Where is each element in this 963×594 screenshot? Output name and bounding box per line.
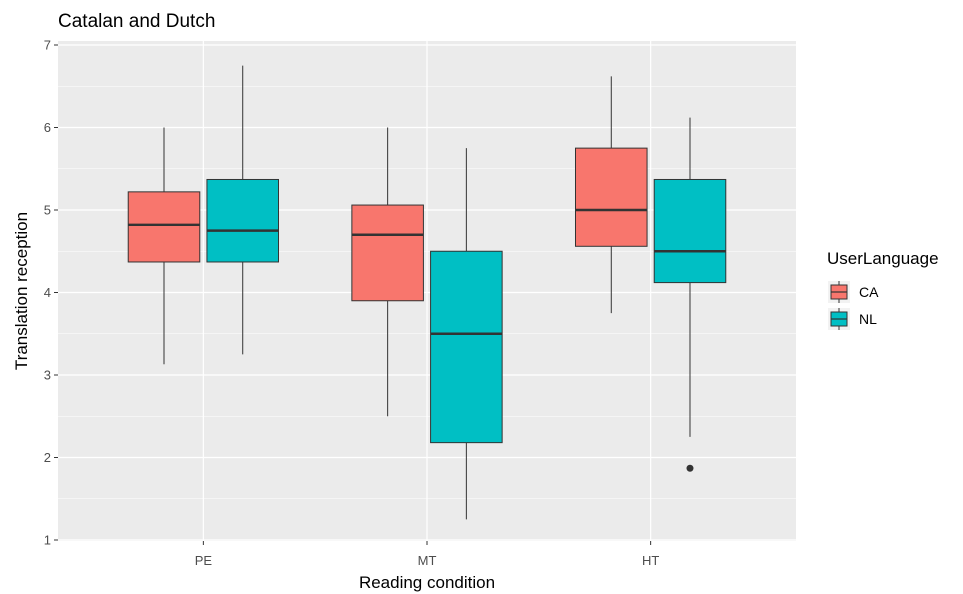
y-tick-label: 5 [44, 203, 51, 218]
legend-label-nl: NL [859, 311, 877, 327]
box-nl-ht [653, 117, 727, 472]
y-tick-label: 6 [44, 120, 51, 135]
legend-key-nl [828, 308, 850, 330]
legend: CA NL [828, 281, 879, 330]
legend-title: UserLanguage [827, 249, 939, 268]
y-tick-label: 4 [44, 285, 51, 300]
box-ca-ht [574, 76, 648, 314]
y-axis-title: Translation reception [12, 212, 31, 370]
box-layer [127, 65, 727, 520]
x-tick-label: PE [195, 553, 213, 568]
box-body [430, 250, 503, 444]
box-ca-pe [127, 127, 201, 365]
outlier-point [686, 464, 694, 472]
y-tick-label: 3 [44, 368, 51, 383]
x-tick-label: HT [642, 553, 659, 568]
legend-key-ca [828, 281, 850, 303]
y-tick-label: 7 [44, 38, 51, 53]
box-body [574, 147, 648, 247]
legend-label-ca: CA [859, 284, 879, 300]
x-axis-title: Reading condition [359, 573, 495, 592]
box-body [351, 204, 424, 302]
box-body [127, 191, 201, 263]
box-nl-pe [206, 65, 280, 355]
y-axis: 1 2 3 4 5 6 7 [44, 38, 58, 548]
x-axis: PE MT HT [195, 541, 659, 568]
x-tick-label: MT [418, 553, 437, 568]
box-body [653, 178, 727, 284]
box-nl-mt [430, 148, 503, 520]
chart-title: Catalan and Dutch [58, 11, 215, 32]
box-body [206, 178, 280, 263]
y-tick-label: 1 [44, 533, 51, 548]
y-tick-label: 2 [44, 450, 51, 465]
box-ca-mt [351, 127, 424, 417]
